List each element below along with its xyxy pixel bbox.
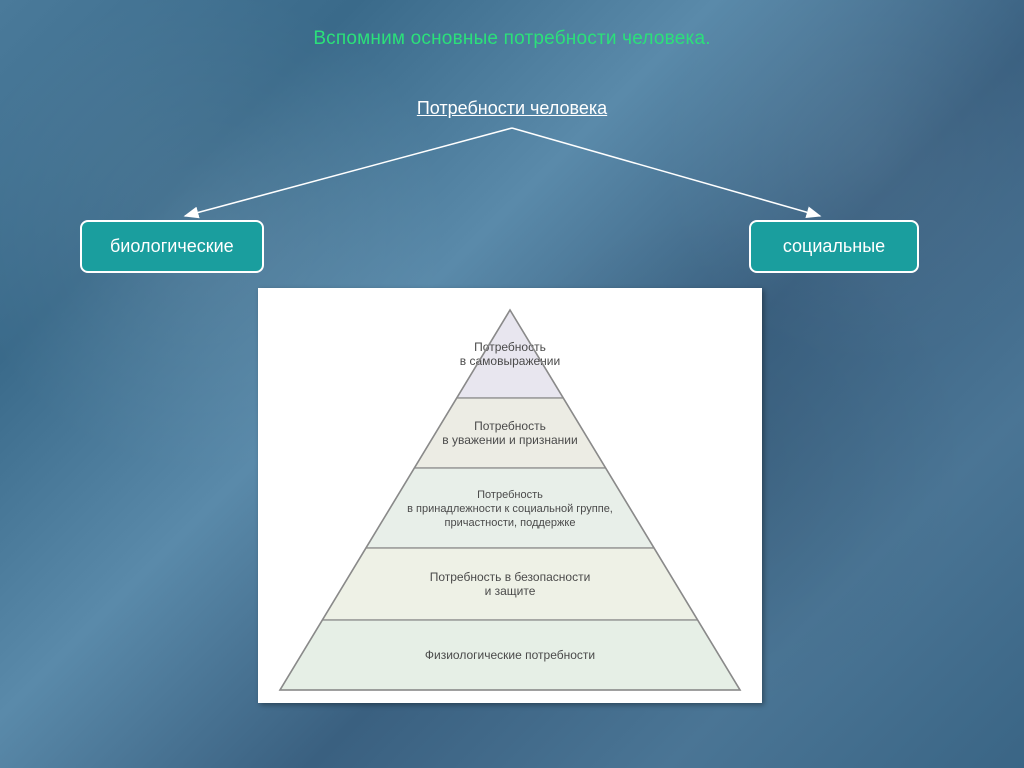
pyramid-level-1-label-line-0: Потребность: [474, 419, 546, 433]
pyramid-level-3-label-line-0: Потребность в безопасности: [430, 570, 591, 584]
pyramid-level-1-label-line-1: в уважении и признании: [442, 433, 577, 447]
pyramid-level-2-label-line-2: причастности, поддержке: [445, 517, 576, 529]
branch-biological: биологические: [80, 220, 264, 273]
pyramid-card: Потребностьв самовыраженииПотребностьв у…: [258, 288, 762, 703]
pyramid-level-0-label-line-1: в самовыражении: [460, 354, 560, 368]
arrow-right: [512, 128, 820, 216]
branch-social: социальные: [749, 220, 919, 273]
maslow-pyramid: Потребностьв самовыраженииПотребностьв у…: [260, 298, 760, 698]
diagram-subtitle: Потребности человека: [0, 98, 1024, 119]
pyramid-level-2-label-line-1: в принадлежности к социальной группе,: [407, 503, 613, 515]
page-title: Вспомним основные потребности человека.: [0, 28, 1024, 50]
pyramid-level-2-label-line-0: Потребность: [477, 489, 543, 501]
pyramid-level-3-label-line-1: и защите: [485, 584, 536, 598]
arrow-left: [185, 128, 512, 216]
pyramid-level-4-label-line-0: Физиологические потребности: [425, 648, 595, 662]
